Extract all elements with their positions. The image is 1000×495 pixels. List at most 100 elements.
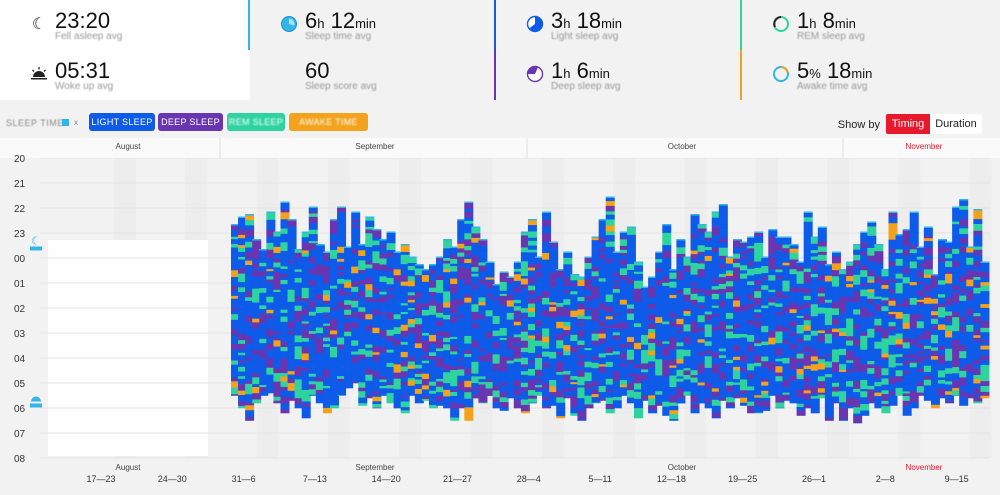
sleep-stage-segment	[853, 388, 863, 393]
sleep-stage-segment	[641, 328, 651, 336]
sleep-stage-segment	[231, 295, 240, 300]
sleep-stage-segment	[556, 351, 566, 356]
sleep-stage-segment	[973, 353, 983, 361]
sleep-stage-segment	[690, 274, 700, 278]
sleep-stage-segment	[372, 407, 382, 409]
sleep-stage-segment	[337, 344, 347, 350]
sleep-stage-segment	[344, 276, 354, 280]
sleep-stage-segment	[329, 261, 339, 268]
sleep-stage-segment	[853, 405, 863, 408]
legend-awake-time-button[interactable]: AWAKE TIME	[289, 113, 368, 131]
sleep-stage-segment	[407, 263, 417, 267]
sleep-stage-segment	[718, 358, 728, 361]
sleep-stage-segment	[238, 371, 248, 377]
sleep-stage-segment	[789, 332, 799, 337]
sleep-stage-segment	[902, 264, 912, 268]
duration-toggle[interactable]: Duration	[930, 114, 982, 134]
sleep-stage-segment	[718, 216, 728, 221]
night-bar	[591, 236, 601, 404]
sleep-stage-segment	[874, 401, 884, 405]
legend-light-sleep-button[interactable]: LIGHT SLEEP	[89, 113, 155, 131]
sleep-stage-segment	[824, 367, 834, 371]
sleep-stage-segment	[259, 288, 269, 294]
sleep-stage-segment	[570, 407, 580, 412]
sleep-stage-segment	[372, 305, 382, 311]
sleep-stage-segment	[697, 225, 707, 229]
sleep-stage-segment	[952, 388, 962, 391]
sleep-stage-segment	[287, 280, 297, 286]
sleep-stage-segment	[754, 248, 764, 256]
sleep-stage-segment	[683, 281, 693, 285]
sleep-stage-segment	[287, 263, 297, 271]
sleep-stage-segment	[704, 247, 714, 251]
fell-asleep-cap	[499, 271, 509, 273]
sleep-stage-segment	[619, 315, 629, 319]
sleep-stage-segment	[930, 404, 940, 409]
sleep-stage-segment	[499, 278, 509, 283]
sleep-stage-segment	[315, 327, 325, 334]
sleep-stage-segment	[301, 242, 311, 245]
sleep-stage-segment	[690, 353, 700, 360]
sleep-stage-segment	[365, 270, 375, 278]
sleep-stage-segment	[287, 356, 297, 361]
sleep-stage-segment	[612, 354, 622, 362]
sleep-stage-segment	[938, 346, 947, 351]
sleep-stage-segment	[718, 310, 728, 316]
sleep-stage-segment	[457, 352, 467, 360]
sleep-stage-segment	[556, 270, 566, 278]
sleep-stage-segment	[874, 276, 884, 284]
sleep-stage-segment	[909, 215, 919, 220]
sleep-stage-segment	[980, 339, 990, 343]
sleep-stage-segment	[301, 263, 311, 270]
sleep-stage-segment	[839, 332, 849, 337]
sleep-stage-segment	[874, 251, 884, 258]
sleep-stage-segment	[775, 264, 785, 268]
sleep-stage-segment	[641, 300, 651, 307]
night-bar	[648, 276, 658, 414]
sleep-stage-segment	[294, 324, 304, 331]
sleep-stage-segment	[351, 266, 361, 274]
sleep-stage-segment	[782, 321, 792, 328]
sleep-stage-segment	[711, 335, 721, 341]
sleep-stage-segment	[280, 309, 290, 314]
sleep-stage-segment	[959, 307, 969, 312]
sleep-stage-segment	[287, 248, 297, 256]
sleep-time-remove[interactable]: x	[74, 118, 78, 127]
legend-rem-sleep-button[interactable]: REM SLEEP	[227, 113, 285, 131]
sleep-stage-segment	[817, 307, 827, 314]
sleep-stage-segment	[372, 371, 382, 378]
sleep-stage-segment	[860, 349, 870, 353]
sleep-stage-segment	[492, 304, 502, 308]
sleep-stage-segment	[436, 367, 446, 375]
sleep-stage-segment	[407, 258, 417, 264]
timing-toggle[interactable]: Timing	[886, 114, 930, 134]
sleep-stage-segment	[740, 286, 750, 294]
sleep-stage-segment	[966, 248, 976, 253]
sleep-stage-segment	[372, 354, 382, 362]
sleep-stage-segment	[301, 293, 311, 299]
sleep-stage-segment	[775, 395, 785, 399]
legend-deep-sleep-button[interactable]: DEEP SLEEP	[158, 113, 223, 131]
sleep-stage-segment	[584, 301, 594, 304]
sleep-stage-segment	[520, 399, 530, 406]
sleep-stage-segment	[527, 249, 537, 253]
sleep-stage-segment	[669, 367, 679, 373]
sleep-stage-segment	[768, 385, 778, 390]
sleep-stage-segment	[308, 241, 318, 244]
sleep-stage-segment	[598, 392, 608, 397]
sleep-stage-segment	[273, 236, 283, 244]
sleep-stage-segment	[414, 383, 424, 390]
sleep-stage-segment	[252, 318, 262, 323]
y-tick-label: 01	[14, 279, 26, 290]
fell-asleep-cap	[598, 219, 608, 221]
sleep-stage-segment	[839, 384, 849, 392]
fell-asleep-cap	[344, 246, 354, 248]
sleep-stage-segment	[570, 401, 580, 408]
sleep-stage-segment	[259, 380, 269, 386]
sleep-stage-segment	[902, 355, 912, 359]
sleep-stage-segment	[725, 406, 735, 409]
sleep-stage-segment	[662, 380, 672, 385]
sleep-stage-segment	[238, 333, 248, 337]
sleep-stage-segment	[428, 292, 438, 297]
sleep-stage-segment	[874, 325, 884, 333]
